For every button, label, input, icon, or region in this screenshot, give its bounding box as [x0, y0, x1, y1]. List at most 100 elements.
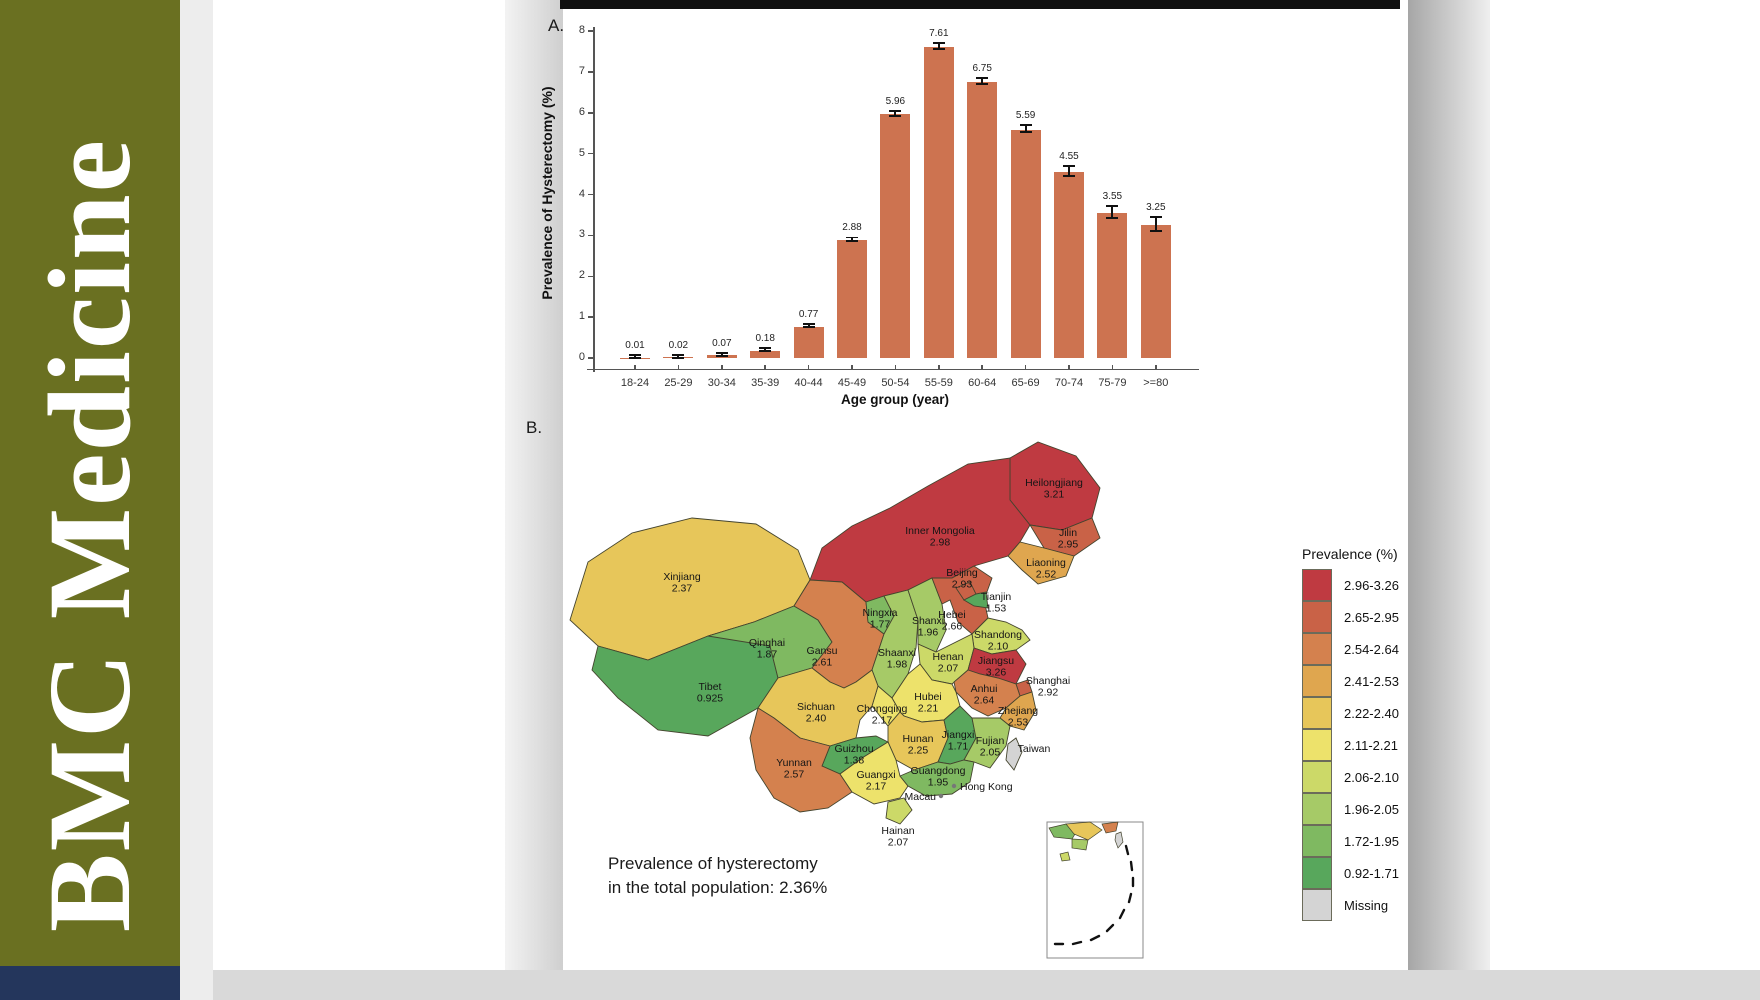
legend-label-2.22-2.40: 2.22-2.40 [1344, 706, 1399, 721]
error-bar-cap-bottom [672, 356, 685, 359]
annotation-line-2: in the total population: 2.36% [608, 877, 828, 897]
y-tick-label: 3 [578, 228, 585, 241]
x-axis-title: Age group (year) [840, 392, 949, 407]
bar-chart-plot-area: 0 1 2 3 4 5 6 7 8 18-24 0.01 25-29 0.02 30-34 0.07 35-3… [579, 24, 1199, 389]
y-axis-title: Prevalence of Hysterectomy (%) [539, 86, 555, 300]
panel-b-label: B. [526, 418, 543, 437]
sidebar-edge-strip [180, 0, 213, 1000]
legend-swatch-0.92-1.71 [1302, 857, 1332, 889]
label-sichuan: Sichuan 2.40 [797, 701, 835, 725]
x-tick-label: 18-24 [620, 377, 650, 389]
page-bottom-strip [213, 970, 1760, 1000]
legend-label-0.92-1.71: 0.92-1.71 [1344, 866, 1399, 881]
bar-value-label: 5.59 [1015, 110, 1036, 122]
legend-swatch-2.96-3.26 [1302, 569, 1332, 601]
legend-swatch-Missing [1302, 889, 1332, 921]
legend-item-Missing: Missing [1302, 889, 1472, 922]
error-bar-stem [1154, 218, 1157, 233]
y-tick-label: 7 [578, 64, 585, 77]
x-tick-label: 55-59 [924, 377, 953, 389]
legend-label-2.65-2.95: 2.65-2.95 [1344, 610, 1399, 625]
label-hongkong: Hong Kong [960, 781, 1013, 793]
y-tick-mark [588, 234, 594, 237]
error-bar-cap-top [889, 110, 902, 112]
bar-value-label: 0.02 [668, 339, 689, 351]
bar-55-59 [923, 46, 954, 358]
error-bar-stem [937, 44, 940, 50]
label-shanghai: Shanghai 2.92 [1026, 675, 1070, 699]
x-tick-label: 70-74 [1054, 377, 1084, 389]
bar-40-44 [793, 326, 824, 358]
legend-label-2.96-3.26: 2.96-3.26 [1344, 578, 1399, 593]
label-guizhou: Guizhou 1.38 [834, 743, 873, 767]
legend-item-1.96-2.05: 1.96-2.05 [1302, 793, 1472, 826]
bar-50-54 [880, 114, 911, 358]
label-jiangsu: Jiangsu 3.26 [978, 655, 1014, 679]
error-bar-cap-bottom [759, 350, 772, 353]
error-bar-cap-top [1019, 124, 1032, 127]
province-guangxi [839, 741, 909, 805]
label-hubei: Hubei 2.21 [914, 691, 941, 715]
y-tick-mark [588, 152, 594, 155]
label-hainan: Hainan 2.07 [881, 825, 914, 849]
label-zhejiang: Zhejiang 2.53 [998, 705, 1038, 729]
bar-value-label: 0.07 [712, 337, 732, 349]
error-bar-cap-bottom [802, 326, 815, 329]
legend-item-2.41-2.53: 2.41-2.53 [1302, 665, 1472, 698]
error-bar-stem [981, 79, 984, 85]
error-bar-cap-bottom [889, 115, 902, 117]
bar-value-label: 5.96 [885, 95, 906, 107]
label-tibet: Tibet 0.925 [697, 681, 723, 705]
x-tick-label: 45-49 [837, 377, 867, 389]
label-hunan: Hunan 2.25 [903, 733, 934, 757]
y-tick-mark [588, 112, 594, 114]
bar-value-label: 0.18 [755, 333, 775, 345]
x-tick-mark [1068, 365, 1070, 370]
label-inner_mongolia: Inner Mongolia 2.98 [905, 525, 975, 549]
china-choropleth-map: Heilongjiang 3.21 Inner Mongolia 2.98 Jilin 2… [569, 441, 1144, 959]
y-axis-line [593, 27, 595, 372]
macau-marker-dot [938, 793, 944, 799]
label-qinghai: Qinghai 1.87 [749, 637, 785, 661]
map-legend: Prevalence (%) 2.96-3.26 2.65-2.95 2.54-2.… [1302, 546, 1472, 922]
error-bar-cap-top [846, 236, 858, 239]
error-bar-stem [1111, 207, 1114, 219]
bar-45-49 [837, 240, 867, 358]
legend-item-2.11-2.21: 2.11-2.21 [1302, 729, 1472, 762]
y-tick-label: 1 [578, 310, 585, 323]
label-heilongjiang: Heilongjiang 3.21 [1025, 477, 1083, 501]
x-tick-mark [1024, 365, 1027, 370]
label-jilin: Jilin 2.95 [1058, 527, 1079, 551]
x-tick-label: 50-54 [881, 377, 910, 389]
province-hainan [885, 797, 913, 825]
legend-label-2.54-2.64: 2.54-2.64 [1344, 642, 1399, 657]
x-tick-mark [851, 365, 853, 370]
label-shaanxi: Shaanxi 1.98 [878, 647, 916, 671]
legend-label-2.41-2.53: 2.41-2.53 [1344, 674, 1399, 689]
error-bar-cap-bottom [846, 240, 858, 243]
error-bar-cap-top [1063, 165, 1075, 168]
y-tick-mark [588, 275, 594, 277]
legend-label-1.96-2.05: 1.96-2.05 [1344, 802, 1399, 817]
x-tick-mark [894, 365, 897, 370]
province-tianjin [963, 591, 989, 609]
y-tick-mark [588, 193, 594, 196]
label-fujian: Fujian 2.05 [976, 735, 1005, 759]
error-bar-cap-top [1149, 216, 1162, 219]
bar-value-label: 7.61 [929, 28, 949, 40]
y-tick-mark [588, 71, 594, 73]
label-anhui: Anhui 2.64 [971, 683, 998, 707]
y-tick-label: 8 [578, 24, 585, 36]
error-bar-cap-top [672, 353, 685, 356]
label-henan: Henan 2.07 [933, 651, 964, 675]
bar-60-64 [967, 82, 998, 358]
x-tick-label: 30-34 [707, 377, 736, 389]
label-hebei: Hebei 2.66 [938, 609, 965, 633]
bar-75-79 [1097, 212, 1128, 358]
error-bar-stem [1068, 167, 1070, 177]
error-bar-cap-bottom [1149, 230, 1162, 233]
bar-35-39 [750, 350, 781, 358]
error-bar-cap-bottom [1106, 216, 1119, 219]
x-tick-label: 25-29 [664, 377, 693, 389]
annotation-line-1: Prevalence of hysterectomy [608, 854, 818, 873]
